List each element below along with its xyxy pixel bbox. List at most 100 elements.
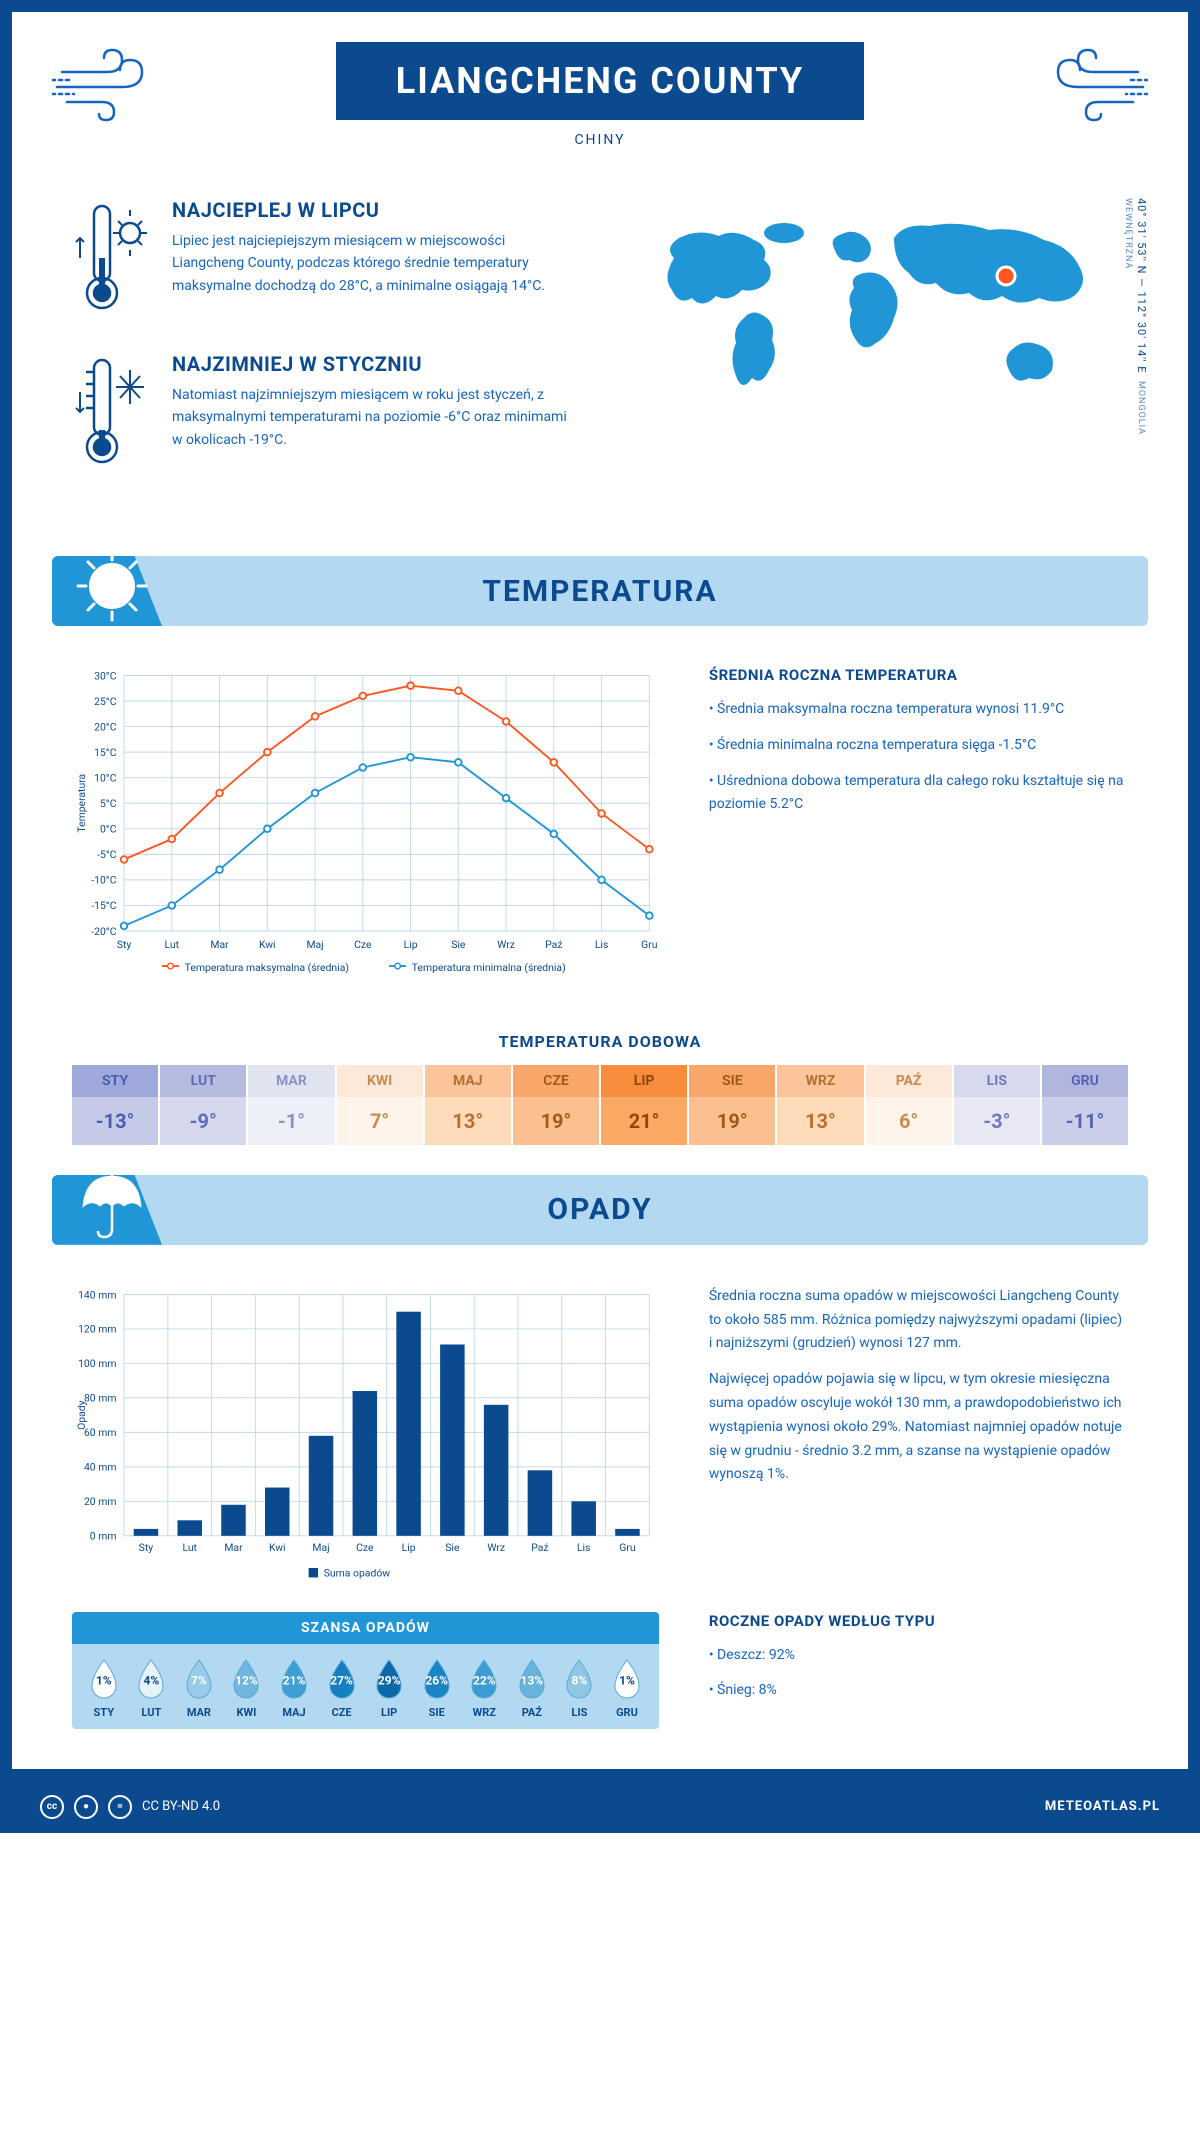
svg-text:Temperatura: Temperatura (75, 773, 88, 832)
bullet: • Średnia maksymalna roczna temperatura … (709, 698, 1128, 722)
svg-text:120 mm: 120 mm (78, 1323, 116, 1336)
section-temperature-header: TEMPERATURA (52, 556, 1148, 626)
chance-cell: 4% LUT (130, 1658, 174, 1719)
svg-text:Lis: Lis (577, 1541, 591, 1554)
table-cell: LUT -9° (160, 1065, 246, 1145)
svg-text:5°C: 5°C (100, 797, 117, 810)
table-cell: KWI 7° (337, 1065, 423, 1145)
table-cell: SIE 19° (689, 1065, 775, 1145)
section-precip-header: OPADY (52, 1175, 1148, 1245)
nd-icon: = (108, 1795, 132, 1819)
umbrella-icon (72, 1165, 152, 1245)
svg-text:Maj: Maj (306, 938, 323, 951)
bullet: • Uśredniona dobowa temperatura dla całe… (709, 770, 1128, 818)
bullet: • Średnia minimalna roczna temperatura s… (709, 734, 1128, 758)
precip-text: Średnia roczna suma opadów w miejscowośc… (709, 1285, 1128, 1356)
svg-text:80 mm: 80 mm (84, 1391, 117, 1404)
thermometer-hot-icon (72, 198, 152, 322)
svg-text:20 mm: 20 mm (84, 1495, 117, 1508)
svg-text:0 mm: 0 mm (90, 1529, 117, 1542)
cold-title: NAJZIMNIEJ W STYCZNIU (172, 352, 580, 376)
precip-type-title: ROCZNE OPADY WEDŁUG TYPU (709, 1612, 1128, 1630)
site-name: METEOATLAS.PL (1045, 1799, 1160, 1814)
svg-text:Wrz: Wrz (487, 1541, 505, 1554)
svg-text:Temperatura maksymalna (średni: Temperatura maksymalna (średnia) (185, 961, 349, 974)
svg-text:Lut: Lut (182, 1541, 197, 1554)
svg-text:30°C: 30°C (94, 669, 117, 682)
chance-cell: 7% MAR (177, 1658, 221, 1719)
chance-title: SZANSA OPADÓW (72, 1612, 659, 1644)
cc-icon: cc (40, 1795, 64, 1819)
page-header: LIANGCHENG COUNTY CHINY (12, 12, 1188, 168)
warm-title: NAJCIEPLEJ W LIPCU (172, 198, 580, 222)
svg-text:Lip: Lip (404, 938, 418, 951)
svg-text:Kwi: Kwi (269, 1541, 286, 1554)
svg-text:Opady: Opady (75, 1400, 88, 1430)
warm-block: NAJCIEPLEJ W LIPCU Lipiec jest najciepie… (72, 198, 580, 322)
wind-icon (52, 42, 172, 122)
svg-text:60 mm: 60 mm (84, 1426, 117, 1439)
svg-text:Gru: Gru (641, 938, 658, 951)
svg-text:Paź: Paź (531, 1541, 548, 1554)
table-cell: LIP 21° (601, 1065, 687, 1145)
svg-text:Cze: Cze (354, 938, 372, 951)
svg-text:40 mm: 40 mm (84, 1460, 117, 1473)
world-map (620, 198, 1128, 438)
svg-text:Mar: Mar (224, 1541, 243, 1554)
table-cell: LIS -3° (954, 1065, 1040, 1145)
chance-cell: 27% CZE (320, 1658, 364, 1719)
svg-text:Sty: Sty (139, 1541, 154, 1554)
chance-cell: 29% LIP (367, 1658, 411, 1719)
chance-cell: 8% LIS (558, 1658, 602, 1719)
svg-text:-10°C: -10°C (91, 874, 116, 887)
table-cell: GRU -11° (1042, 1065, 1128, 1145)
svg-text:Sie: Sie (451, 938, 466, 951)
chance-cell: 13% PAŹ (510, 1658, 554, 1719)
table-cell: MAR -1° (248, 1065, 334, 1145)
svg-text:Lis: Lis (595, 938, 609, 951)
chance-cell: 1% STY (82, 1658, 126, 1719)
svg-text:0°C: 0°C (100, 823, 117, 836)
chance-cell: 26% SIE (415, 1658, 459, 1719)
svg-text:140 mm: 140 mm (78, 1288, 116, 1301)
cold-text: Natomiast najzimniejszym miesiącem w rok… (172, 384, 580, 451)
warm-text: Lipiec jest najciepiejszym miesiącem w m… (172, 230, 580, 297)
svg-text:Temperatura minimalna (średnia: Temperatura minimalna (średnia) (412, 961, 566, 974)
table-cell: STY -13° (72, 1065, 158, 1145)
by-icon: ● (74, 1795, 98, 1819)
precipitation-bar-chart: 0 mm 20 mm 40 mm 60 mm 80 mm 100 mm 120 mm 140 … (72, 1285, 659, 1588)
chance-cell: 21% MAJ (272, 1658, 316, 1719)
temperature-line-chart: -20°C-15°C-10°C-5°C0°C5°C10°C15°C20°C25°… (72, 666, 659, 988)
svg-text:15°C: 15°C (94, 746, 117, 759)
svg-text:Sty: Sty (117, 938, 132, 951)
precip-text: Najwięcej opadów pojawia się w lipcu, w … (709, 1368, 1128, 1487)
svg-text:25°C: 25°C (94, 695, 117, 708)
svg-text:Lip: Lip (402, 1541, 416, 1554)
svg-text:Mar: Mar (210, 938, 229, 951)
svg-text:10°C: 10°C (94, 771, 117, 784)
avg-temp-title: ŚREDNIA ROCZNA TEMPERATURA (709, 666, 1128, 684)
svg-text:20°C: 20°C (94, 720, 117, 733)
page-title: LIANGCHENG COUNTY (336, 42, 864, 120)
cold-block: NAJZIMNIEJ W STYCZNIU Natomiast najzimni… (72, 352, 580, 476)
thermometer-cold-icon (72, 352, 152, 476)
chance-cell: 22% WRZ (463, 1658, 507, 1719)
precipitation-chance-row: 1% STY 4% LUT 7% MAR 12% KWI 21% (72, 1644, 659, 1729)
svg-text:Suma opadów: Suma opadów (324, 1566, 391, 1579)
chance-cell: 12% KWI (225, 1658, 269, 1719)
svg-text:-15°C: -15°C (91, 899, 116, 912)
svg-text:Wrz: Wrz (497, 938, 515, 951)
coordinates: 40° 31' 53'' N — 112° 30' 14'' E MONGOLI… (1122, 198, 1148, 506)
page-footer: cc ● = CC BY-ND 4.0 METEOATLAS.PL (0, 1781, 1200, 1833)
daily-temp-title: TEMPERATURA DOBOWA (12, 1032, 1188, 1051)
table-cell: WRZ 13° (777, 1065, 863, 1145)
svg-text:Paź: Paź (545, 938, 562, 951)
table-cell: MAJ 13° (425, 1065, 511, 1145)
bullet: • Deszcz: 92% (709, 1644, 1128, 1668)
svg-text:100 mm: 100 mm (78, 1357, 116, 1370)
page-subtitle: CHINY (52, 132, 1148, 148)
sun-icon (72, 546, 152, 626)
svg-text:Sie: Sie (445, 1541, 460, 1554)
svg-text:Cze: Cze (356, 1541, 374, 1554)
svg-text:Maj: Maj (312, 1541, 329, 1554)
